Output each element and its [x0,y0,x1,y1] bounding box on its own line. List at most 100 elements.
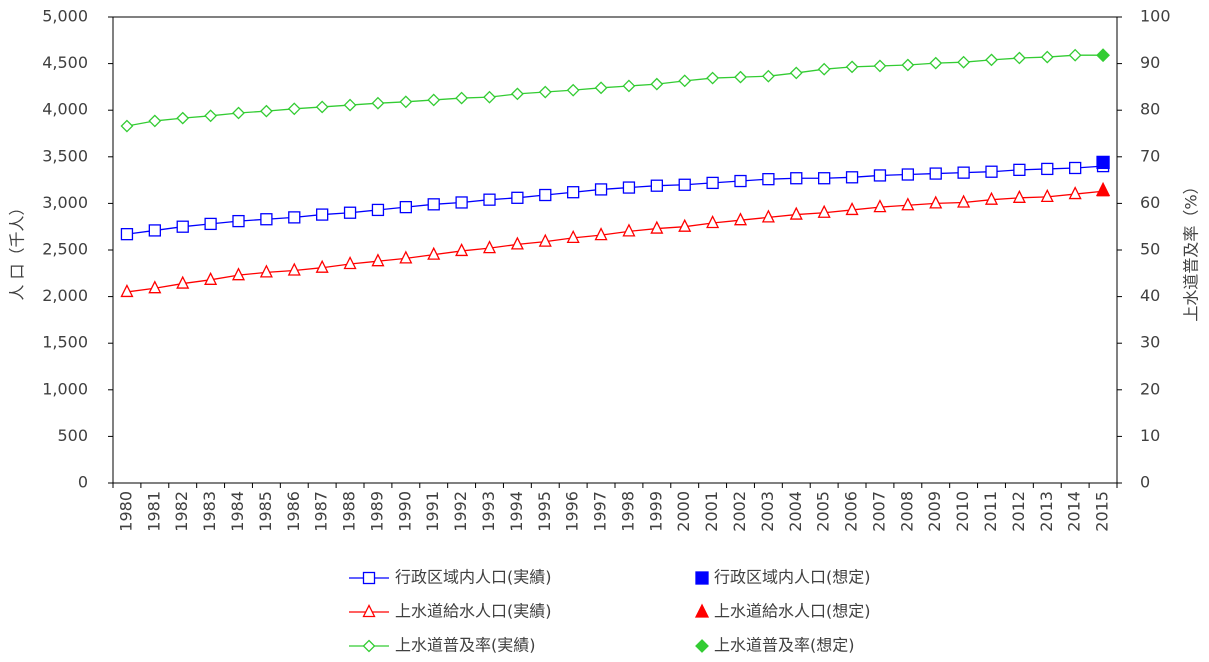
data-point [650,179,663,192]
data-point [817,204,831,218]
data-point [176,111,190,125]
x-tick-label: 1994 [507,491,526,532]
y2-tick-label: 40 [1140,286,1160,305]
y2-axis-title: 上水道普及率（%） [1182,178,1201,321]
y-tick-label: 500 [57,426,88,445]
data-point [873,59,887,73]
y2-tick-label: 30 [1140,333,1160,352]
data-point [929,167,942,180]
x-tick-label: 2003 [758,491,777,532]
x-tick-label: 2004 [786,491,805,532]
data-point [1096,155,1110,170]
data-point [204,109,218,123]
data-point [873,199,887,213]
x-tick-label: 1988 [340,491,359,532]
data-point [232,106,245,120]
y-tick-label: 5,000 [42,7,88,26]
x-tick-label: 1996 [563,491,582,532]
x-tick-label: 2006 [842,491,861,532]
data-point [566,229,580,244]
data-point [510,87,524,101]
y-tick-label: 0 [78,473,88,492]
data-point [734,174,747,188]
x-tick-label: 1999 [646,491,665,532]
data-point [1012,189,1026,203]
data-point [929,56,943,70]
y-tick-label: 2,500 [42,240,88,259]
data-point [120,283,134,298]
x-tick-label: 2000 [674,491,693,532]
y-tick-label: 2,000 [42,286,88,305]
y-tick-label: 4,500 [42,53,88,72]
x-tick-label: 1993 [479,491,498,532]
data-point [761,69,775,83]
legend-label: 行政区域内人口(実績) [395,568,552,587]
x-tick-label: 1989 [367,491,386,532]
data-point [845,60,859,74]
x-tick-label: 2011 [981,491,1000,532]
data-point [901,197,915,211]
x-tick-label: 2009 [925,491,944,532]
x-tick-label: 1985 [256,491,275,532]
y2-tick-label: 0 [1140,473,1150,492]
data-point [176,220,189,233]
data-point [148,224,161,237]
data-point [790,172,803,185]
x-tick-label: 2015 [1093,491,1112,532]
y-tick-label: 1,500 [42,333,88,352]
data-point [343,206,357,219]
x-tick-label: 2012 [1009,491,1028,532]
data-point [678,178,691,191]
data-point [315,259,329,273]
data-point [539,188,552,202]
data-point [483,193,496,206]
data-point [511,191,524,204]
data-point [1096,48,1110,63]
data-point [483,90,496,104]
legend-label: 上水道普及率(想定) [714,636,855,655]
x-tick-label: 1990 [395,491,414,532]
x-tick-label: 2008 [897,491,916,532]
data-point [371,203,385,217]
legend-marker [362,604,376,618]
data-point [371,96,385,110]
data-point [288,211,301,224]
data-point [148,114,162,128]
x-tick-label: 1992 [451,491,470,532]
y2-tick-label: 70 [1140,146,1160,165]
data-point [455,242,469,257]
data-point [845,201,859,216]
legend-marker [362,639,376,653]
data-point [650,220,664,234]
data-point [399,250,413,264]
data-point [566,83,580,97]
data-point [1040,188,1054,203]
data-point [985,165,998,178]
y2-tick-label: 20 [1140,379,1160,398]
x-tick-label: 2014 [1065,491,1084,532]
data-point [259,104,273,118]
data-point [427,198,440,211]
x-tick-label: 1983 [200,491,219,532]
x-tick-label: 2005 [814,491,833,532]
y-axis-title: 人 口（千人） [8,199,27,300]
data-point [120,228,134,241]
y2-tick-label: 10 [1140,426,1160,445]
data-point [678,218,692,232]
data-point [650,77,664,91]
data-point [818,172,831,185]
legend-label: 上水道給水人口(想定) [714,602,871,621]
data-point [762,173,775,186]
legend-marker [695,639,709,653]
data-point [399,200,412,214]
data-point [259,264,273,278]
data-point [1069,161,1082,175]
x-tick-label: 1991 [423,491,442,532]
data-point [733,212,748,226]
y-tick-label: 1,000 [42,379,88,398]
data-point [873,169,887,182]
data-point [789,66,803,80]
data-point [315,100,329,114]
y-tick-label: 3,000 [42,193,88,212]
y2-tick-label: 50 [1140,240,1160,259]
